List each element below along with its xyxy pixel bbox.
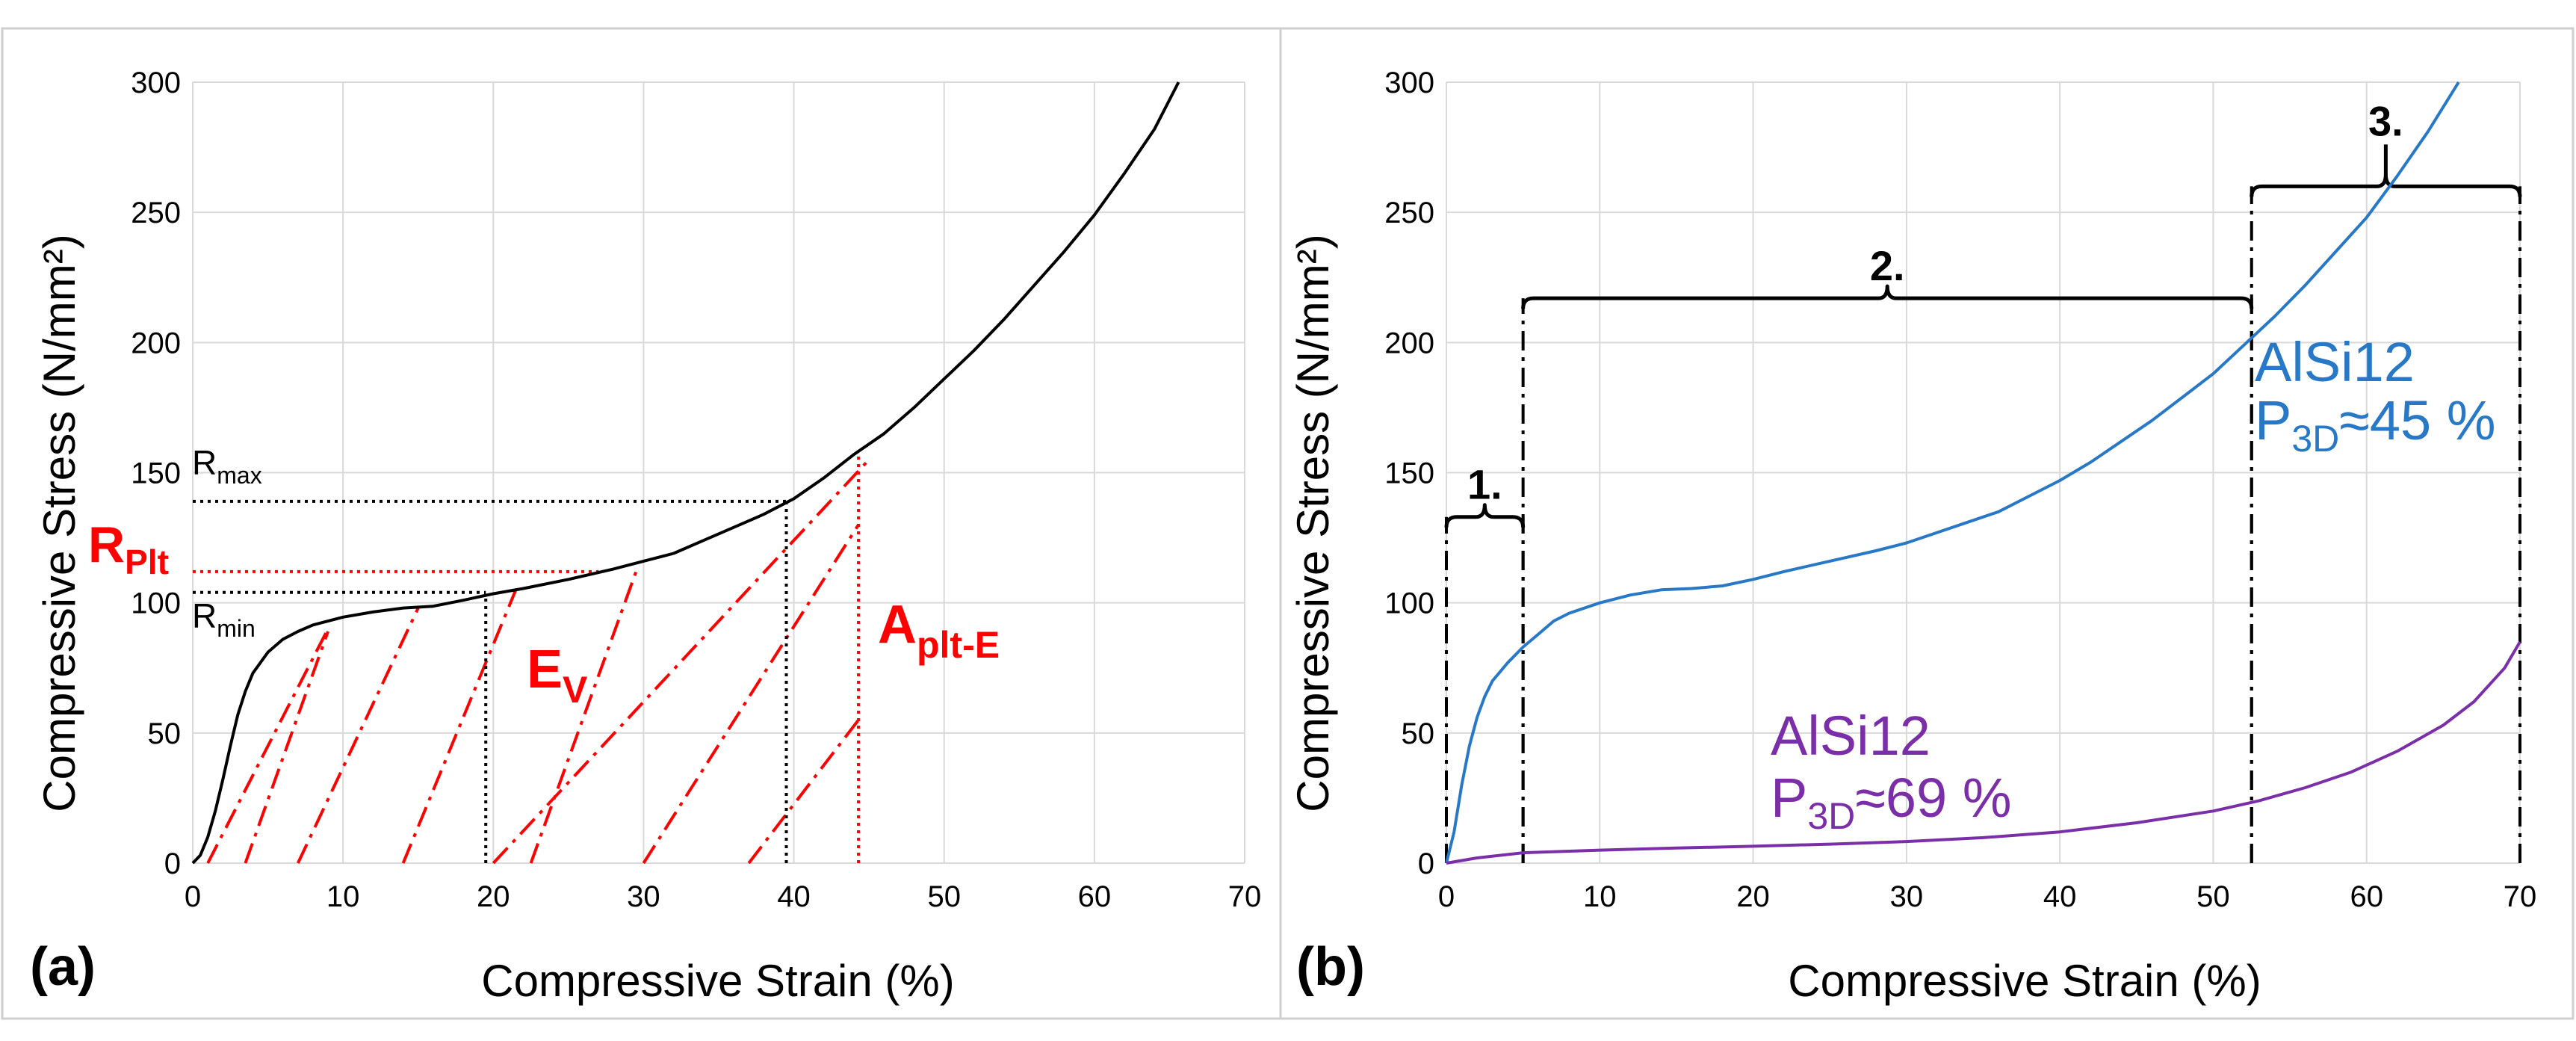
y-tick-label: 50: [148, 717, 182, 750]
panel-b-label: (b): [1296, 937, 1365, 997]
y-tick-label: 300: [1384, 67, 1434, 99]
y-tick-label: 100: [131, 587, 181, 620]
ev-label: EV: [527, 640, 588, 711]
region-brace: [1444, 503, 1526, 528]
hatch-line: [244, 631, 329, 864]
x-tick-label: 60: [2350, 880, 2383, 913]
x-tick-label: 50: [927, 880, 961, 913]
x-tick-label: 40: [777, 880, 811, 913]
hatch-line: [642, 524, 860, 865]
x-tick-label: 10: [326, 880, 360, 913]
aplt-label: Aplt-E: [878, 595, 1000, 666]
x-tick-label: 40: [2043, 880, 2077, 913]
hatch-line: [492, 458, 870, 865]
x-tick-label: 70: [1228, 880, 1262, 913]
y-tick-label: 0: [1418, 847, 1434, 880]
rmin-label: Rmin: [192, 596, 256, 642]
blue-series-porosity: P3D≈45 %: [2255, 389, 2496, 460]
y-tick-label: 250: [1384, 197, 1434, 229]
series-line: [1445, 81, 2460, 864]
region-brace: [1521, 284, 2254, 309]
panel-b-series: [1445, 81, 2521, 865]
y-tick-label: 50: [1402, 717, 1435, 750]
x-tick-label: 0: [185, 880, 201, 913]
x-tick-label: 60: [1078, 880, 1112, 913]
panel-b-frame: [1279, 27, 2575, 1020]
panel-b-tick-labels: 0 10 20 30 40 50 60 70 0 50 100 150 200 250 300: [1384, 67, 2536, 913]
hatch-line: [401, 589, 518, 864]
hatch-line: [206, 628, 329, 864]
region-label: 3.: [2368, 97, 2403, 144]
panel-b-region-markers: 1. 2. 3.: [1444, 97, 2522, 863]
hatch-line: [296, 607, 420, 864]
blue-series-name: AlSi12: [2255, 331, 2415, 393]
y-tick-label: 150: [1384, 457, 1434, 490]
purple-series-name: AlSi12: [1771, 705, 1931, 767]
panel-a-x-axis-label: Compressive Strain (%): [481, 956, 955, 1006]
rmax-label: Rmax: [192, 443, 262, 489]
panel-a-hatching: [206, 458, 870, 865]
panel-b-gridlines: [1446, 81, 2521, 864]
y-tick-label: 100: [1384, 587, 1434, 620]
rplt-label: RPlt: [88, 516, 169, 581]
x-tick-label: 50: [2196, 880, 2230, 913]
panel-a-y-axis-label: Compressive Stress (N/mm²): [34, 234, 84, 812]
x-tick-label: 70: [2504, 880, 2537, 913]
panel-a-gridlines: [192, 81, 1245, 864]
hatch-line: [529, 571, 638, 864]
panel-a-chart: 0 10 20 30 40 50 60 70 0 50 100 150 200 250 300 Compre…: [30, 67, 1261, 1006]
panel-b-x-axis-label: Compressive Strain (%): [1788, 956, 2261, 1006]
y-tick-label: 200: [1384, 327, 1434, 359]
region-label: 2.: [1870, 242, 1905, 289]
y-tick-label: 300: [131, 67, 181, 99]
purple-series-porosity: P3D≈69 %: [1771, 767, 2012, 837]
y-tick-label: 0: [164, 847, 181, 880]
y-tick-label: 150: [131, 457, 181, 490]
y-tick-label: 250: [131, 197, 181, 229]
x-tick-label: 20: [477, 880, 510, 913]
x-tick-label: 30: [627, 880, 660, 913]
panel-a-reference-lines: [193, 454, 861, 863]
panel-a-series: [191, 81, 1180, 865]
panel-a-frame: [1, 27, 1282, 1020]
panel-b-chart: 0 10 20 30 40 50 60 70 0 50 100 150 200 250 300 1. 2. 3.…: [1288, 67, 2536, 1006]
series-line: [191, 81, 1180, 865]
region-label: 1.: [1467, 461, 1502, 508]
y-tick-label: 200: [131, 327, 181, 359]
panel-b-y-axis-label: Compressive Stress (N/mm²): [1288, 234, 1338, 812]
panel-a-tick-labels: 0 10 20 30 40 50 60 70 0 50 100 150 200 250 300: [131, 67, 1261, 913]
x-tick-label: 0: [1438, 880, 1455, 913]
hatch-line: [747, 719, 860, 865]
x-tick-label: 20: [1736, 880, 1770, 913]
x-tick-label: 30: [1890, 880, 1924, 913]
x-tick-label: 10: [1583, 880, 1617, 913]
panel-a-label: (a): [30, 937, 96, 997]
series-line: [1446, 640, 2521, 865]
